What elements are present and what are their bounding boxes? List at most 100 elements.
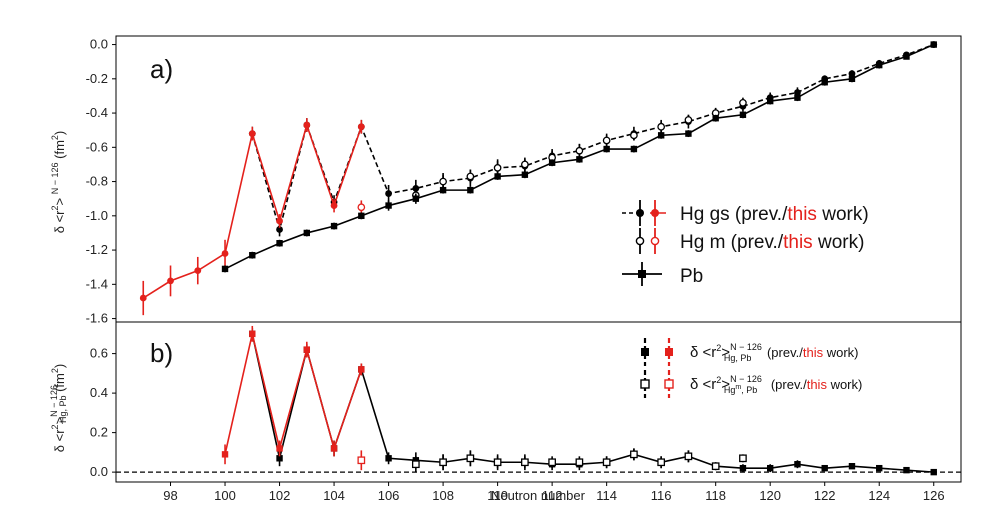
data-point [439,458,447,467]
data-point [766,97,774,105]
legend-b2-black-marker [640,379,650,389]
legend-hg-gs-suffix: work) [817,204,869,225]
legend-hg-m-black-marker [635,236,645,246]
y-label-b-main: δ <r [52,429,67,452]
y-tick-label: 0.2 [90,425,108,440]
data-point [575,146,584,155]
y-label-a-main: δ <r [52,210,67,233]
y-tick-label: -1.4 [86,276,108,291]
y-label-a-sup: 2 [50,205,60,210]
data-point [930,468,937,476]
legend-b1-gt: > [721,344,730,361]
y-tick-label: -1.2 [86,242,108,257]
x-tick-label: 106 [378,488,400,503]
legend-a: Hg gs (prev./this work) Hg m (prev./this… [622,200,869,287]
data-point [821,464,828,472]
data-point [276,455,283,462]
data-point [766,464,774,472]
legend-pb-marker [638,270,646,278]
data-point [385,455,392,462]
data-point [739,98,747,107]
legend-hg-m-text: Hg m (prev./this work) [680,232,864,253]
y-label-b-unit-sup: 2 [50,368,60,373]
legend-b-entry-hg-pb: δ <r2>N − 126 Hg, Pb (prev./this work) [641,338,858,366]
legend-b1-sub: Hg, Pb [724,353,752,363]
data-point [848,462,856,470]
y-tick-label: -0.2 [86,71,108,86]
y-label-b-sub: Hg, Pb [58,396,68,424]
data-point [848,75,856,83]
y-tick-label: 0.0 [90,464,108,479]
data-point [303,121,311,129]
data-point [876,61,883,69]
data-point [930,41,937,48]
series-hg-pb-this [221,325,365,465]
legend-b1-text: δ <r2>N − 126 Hg, Pb (prev./this work) [690,342,858,363]
legend-a-entry-hg-m: Hg m (prev./this work) [635,228,864,254]
data-point [602,136,611,145]
tick-layer: 98 100 102 104 106 108 110 112 114 116 118 120 122 12… [86,37,945,503]
series-layer [139,41,938,476]
series-pb [221,41,937,273]
data-point [385,190,392,197]
legend-b1-black-marker [641,348,649,356]
legend-b1-suffix: work) [823,345,858,360]
legend-b1-red-marker [665,348,673,356]
legend-b1-highlight: this [803,345,824,360]
y-tick-label: -0.6 [86,139,108,154]
x-tick-label: 124 [868,488,890,503]
legend-b2-prefix: (prev./ [767,377,807,392]
y-label-a-end: ) [52,131,67,135]
data-point [657,122,666,131]
y-label-b-mid: > [52,417,67,425]
data-point [739,111,747,118]
y-axis-label-a: δ <r2> N − 126 (fm2) [50,131,67,234]
legend-b: δ <r2>N − 126 Hg, Pb (prev./this work) δ … [640,338,862,398]
x-tick-label: 120 [759,488,781,503]
data-point [248,130,256,138]
data-point [249,252,256,259]
series-line [142,122,363,299]
series-hg-m-this [357,200,366,215]
y-label-b-end: ) [52,364,67,368]
data-point [876,464,883,472]
legend-b2-sup1: 2 [716,375,721,385]
data-point [276,240,283,247]
x-tick-label: 114 [596,488,617,503]
data-point [221,265,229,273]
x-tick-label: 102 [269,488,291,503]
y-label-a-unit: (fm [52,140,67,162]
data-point [467,186,474,194]
y-tick-label: 0.6 [90,346,108,361]
panel-a-label: a) [150,54,173,84]
data-point [684,116,693,124]
legend-hg-gs-black-marker [636,209,644,217]
data-point [794,94,801,101]
data-point [493,458,502,467]
legend-b2-highlight: this [807,377,828,392]
legend-b1-sup2: N − 126 [730,342,762,352]
data-point [848,70,856,78]
data-point [794,89,801,96]
legend-hg-gs-text: Hg gs (prev./this work) [680,204,869,225]
y-tick-label: -1.6 [86,311,108,326]
legend-b1-prefix: (prev./ [763,345,803,360]
series-hgm-pb-this [357,450,366,471]
legend-b1-sup1: 2 [716,343,721,353]
data-point [821,79,828,86]
data-point [548,458,556,467]
x-tick-label: 118 [705,488,726,503]
data-point [276,217,283,225]
data-point [357,123,365,131]
data-point [602,458,611,467]
data-point [385,202,392,209]
legend-hg-gs-highlight: this [787,204,817,225]
data-point [548,159,556,166]
data-point [493,164,502,172]
data-point [412,195,420,202]
y-tick-label: -0.4 [86,105,108,120]
data-point [330,222,338,230]
data-point [330,202,338,209]
data-point [630,145,638,153]
y-label-b-sup: 2 [50,424,60,429]
